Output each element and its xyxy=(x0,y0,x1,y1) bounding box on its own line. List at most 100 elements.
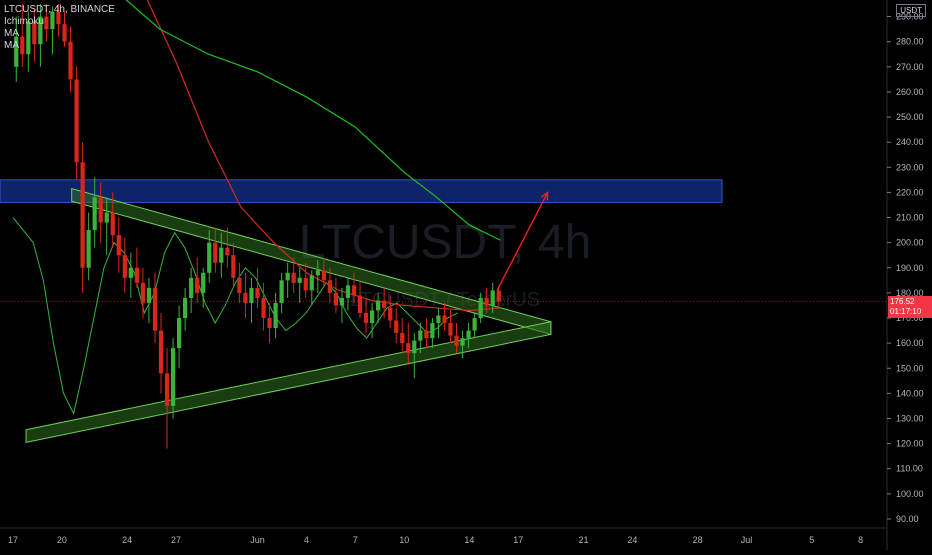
candle-body xyxy=(176,318,182,349)
candle-body xyxy=(369,310,375,324)
x-tick-label: 8 xyxy=(858,535,863,545)
candle-body xyxy=(285,272,290,281)
y-tick-label: 220.00 xyxy=(896,187,924,197)
candle-body xyxy=(201,272,206,293)
candle-body xyxy=(303,277,308,291)
candle-body xyxy=(327,280,332,293)
candle-body xyxy=(14,36,19,67)
chart-legend: LTCUSDT, 4h, BINANCE Ichimoku MA MA xyxy=(4,4,115,52)
candle-body xyxy=(496,290,501,302)
x-tick-label: 5 xyxy=(809,535,814,545)
projection-arrow-head xyxy=(540,191,549,201)
current-price-tag: 176.52 01:17:10 xyxy=(888,295,932,318)
indicator-ma-2[interactable]: MA xyxy=(4,40,19,51)
candle-body xyxy=(26,21,31,55)
candle-body xyxy=(50,11,55,30)
candle-body xyxy=(363,312,369,324)
y-tick-label: 240.00 xyxy=(896,137,924,147)
x-tick-label: 17 xyxy=(513,535,523,545)
candle-body xyxy=(98,197,103,223)
candle-body xyxy=(406,343,411,354)
candle-body xyxy=(195,277,200,293)
y-tick-label: 210.00 xyxy=(896,213,924,223)
watermark-symbol: LTCUSDT, 4h xyxy=(299,216,592,269)
candle-body xyxy=(152,287,158,331)
candle-body xyxy=(321,270,326,281)
candle-body xyxy=(104,212,109,223)
candle-body xyxy=(92,197,97,231)
candle-countdown: 01:17:10 xyxy=(890,306,922,316)
candle-body xyxy=(442,315,447,324)
candle-body xyxy=(213,242,218,263)
candle-body xyxy=(62,24,67,42)
x-tick-label: Jun xyxy=(250,535,265,545)
candle-body xyxy=(297,277,302,283)
y-tick-label: 110.00 xyxy=(896,464,923,474)
candle-body xyxy=(128,267,133,278)
candle-body xyxy=(86,230,91,268)
candle-body xyxy=(134,267,139,283)
candle-body xyxy=(291,272,296,283)
candle-body xyxy=(56,11,61,25)
candle-body xyxy=(454,335,459,346)
candle-body xyxy=(448,323,453,336)
candle-body xyxy=(466,330,471,339)
candle-body xyxy=(80,162,85,268)
candle-body xyxy=(484,297,489,306)
candle-body xyxy=(219,247,224,263)
candle-body xyxy=(189,277,194,298)
x-tick-label: 14 xyxy=(464,535,474,545)
candle-body xyxy=(44,16,49,30)
candle-body xyxy=(158,330,164,374)
indicator-ichimoku[interactable]: Ichimoku xyxy=(4,16,45,27)
lagging-line xyxy=(12,217,458,415)
y-tick-label: 160.00 xyxy=(896,338,924,348)
y-tick-label: 90.00 xyxy=(896,514,919,524)
y-tick-label: 100.00 xyxy=(896,489,924,499)
candle-body xyxy=(418,330,423,341)
candle-body xyxy=(394,320,399,334)
candle-body xyxy=(279,280,284,303)
candle-body xyxy=(490,290,495,306)
indicator-ma-1[interactable]: MA xyxy=(4,28,19,39)
candle-body xyxy=(460,338,465,346)
candle-body xyxy=(333,292,339,306)
candle-body xyxy=(170,348,176,406)
y-tick-label: 190.00 xyxy=(896,263,924,273)
ma-green-line xyxy=(125,0,501,241)
x-tick-label: 4 xyxy=(304,535,309,545)
symbol-title: LTCUSDT, 4h, BINANCE xyxy=(4,4,115,15)
projection-arrow xyxy=(496,192,549,291)
candle-body xyxy=(243,292,248,303)
y-tick-label: 170.00 xyxy=(896,313,924,323)
x-tick-label: 28 xyxy=(693,535,703,545)
y-tick-label: 130.00 xyxy=(896,413,924,423)
candle-body xyxy=(315,270,320,276)
candle-body xyxy=(255,287,260,298)
candle-body xyxy=(339,297,345,306)
candle-body xyxy=(376,300,381,311)
candle-body xyxy=(309,275,314,291)
x-tick-label: 7 xyxy=(353,535,358,545)
candle-body xyxy=(400,333,405,344)
x-tick-label: Jul xyxy=(741,535,753,545)
candle-body xyxy=(388,307,393,321)
candle-body xyxy=(412,340,417,354)
ma-red-line xyxy=(146,0,501,312)
candle-body xyxy=(140,282,146,303)
y-tick-label: 260.00 xyxy=(896,87,924,97)
candle-body xyxy=(225,247,230,256)
candle-body xyxy=(183,297,188,319)
candle-body xyxy=(382,300,387,308)
candle-body xyxy=(164,373,170,406)
candle-body xyxy=(472,318,477,331)
currency-label[interactable]: USDT xyxy=(896,4,926,17)
x-tick-label: 17 xyxy=(8,535,18,545)
candle-body xyxy=(237,277,242,293)
triangle-lower-band xyxy=(25,321,552,443)
candle-body xyxy=(116,235,121,256)
candle-body xyxy=(345,285,351,298)
candle-body xyxy=(32,21,37,45)
